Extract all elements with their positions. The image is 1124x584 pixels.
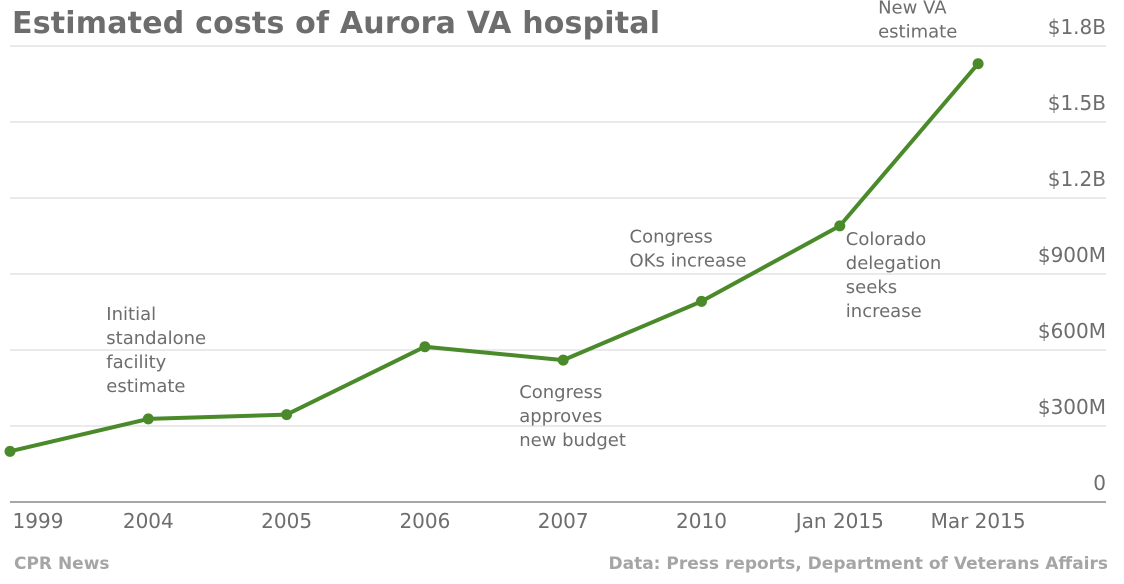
data-series <box>4 58 984 457</box>
annotation-line: approves <box>519 406 602 427</box>
y-tick-label: $300M <box>1038 395 1106 419</box>
data-point <box>557 354 569 366</box>
annotation-line: Congress <box>519 382 602 403</box>
annotation-line: standalone <box>106 328 206 349</box>
x-tick-label: Mar 2015 <box>931 509 1026 533</box>
y-tick-label: $1.8B <box>1048 15 1106 39</box>
annotation-line: delegation <box>846 253 942 274</box>
annotation-line: estimate <box>878 22 957 43</box>
annotation-line: Initial <box>106 304 156 325</box>
data-point <box>834 220 846 232</box>
x-axis-ticks: 1999 2004 2005 2006 2007 2010 Jan 2015 Mar 2015 <box>13 509 1026 533</box>
y-tick-label: $1.5B <box>1048 91 1106 115</box>
annotation-line: Colorado <box>846 229 926 250</box>
x-tick-label: 2007 <box>538 509 589 533</box>
y-tick-label: 0 <box>1093 471 1106 495</box>
data-point <box>142 413 154 425</box>
annotation-line: new budget <box>519 430 626 451</box>
data-point <box>972 58 984 70</box>
annotations: Initial standalone facility estimate Congres… <box>106 0 957 451</box>
data-point <box>281 409 293 421</box>
x-tick-label: 2005 <box>261 509 312 533</box>
annotation-line: estimate <box>106 376 185 397</box>
chart-title: Estimated costs of Aurora VA hospital <box>12 6 661 41</box>
x-tick-label: 2004 <box>123 509 174 533</box>
annotation-line: facility <box>106 352 166 373</box>
y-axis-ticks: 0 $300M $600M $900M $1.2B $1.5B $1.8B <box>1038 15 1106 495</box>
data-source: Data: Press reports, Department of Veter… <box>608 554 1108 574</box>
data-point <box>696 295 707 307</box>
gridlines <box>10 45 1106 503</box>
annotation-line: New VA <box>878 0 947 19</box>
x-tick-label: Jan 2015 <box>794 509 884 533</box>
x-tick-label: 2006 <box>399 509 450 533</box>
y-tick-label: $900M <box>1038 243 1106 267</box>
y-tick-label: $600M <box>1038 319 1106 343</box>
x-tick-label: 2010 <box>676 509 727 533</box>
x-tick-label: 1999 <box>13 509 64 533</box>
data-point <box>419 341 431 353</box>
annotation-line: Congress <box>630 226 713 247</box>
source-credit: CPR News <box>14 554 110 574</box>
data-point <box>4 445 16 457</box>
annotation-line: OKs increase <box>630 250 747 271</box>
series-line <box>8 61 981 454</box>
y-tick-label: $1.2B <box>1048 167 1106 191</box>
annotation-line: seeks <box>846 277 897 298</box>
annotation-line: increase <box>846 301 922 322</box>
